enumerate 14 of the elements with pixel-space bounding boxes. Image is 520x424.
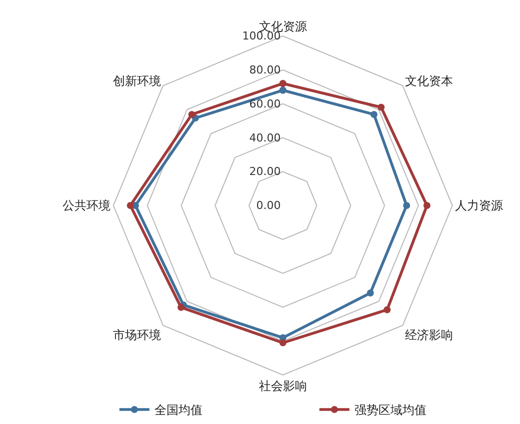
y-tick-label: 20.00 <box>249 165 281 178</box>
spoke-label: 公共环境 <box>62 198 111 213</box>
spoke-label: 社会影响 <box>258 378 307 393</box>
spoke-label: 文化资本 <box>404 74 453 88</box>
y-tick-label: 0.00 <box>256 199 281 212</box>
legend-label: 全国均值 <box>154 403 202 418</box>
spoke-label: 市场环境 <box>112 328 161 342</box>
y-tick-label: 60.00 <box>249 97 281 110</box>
y-tick-label: 40.00 <box>249 131 281 144</box>
spoke-label: 人力资源 <box>455 198 504 213</box>
y-tick-label: 80.00 <box>249 64 281 77</box>
spoke-label: 创新环境 <box>112 74 161 88</box>
legend-label: 强势区域均值 <box>354 403 426 418</box>
spoke-label: 经济影响 <box>404 328 453 342</box>
